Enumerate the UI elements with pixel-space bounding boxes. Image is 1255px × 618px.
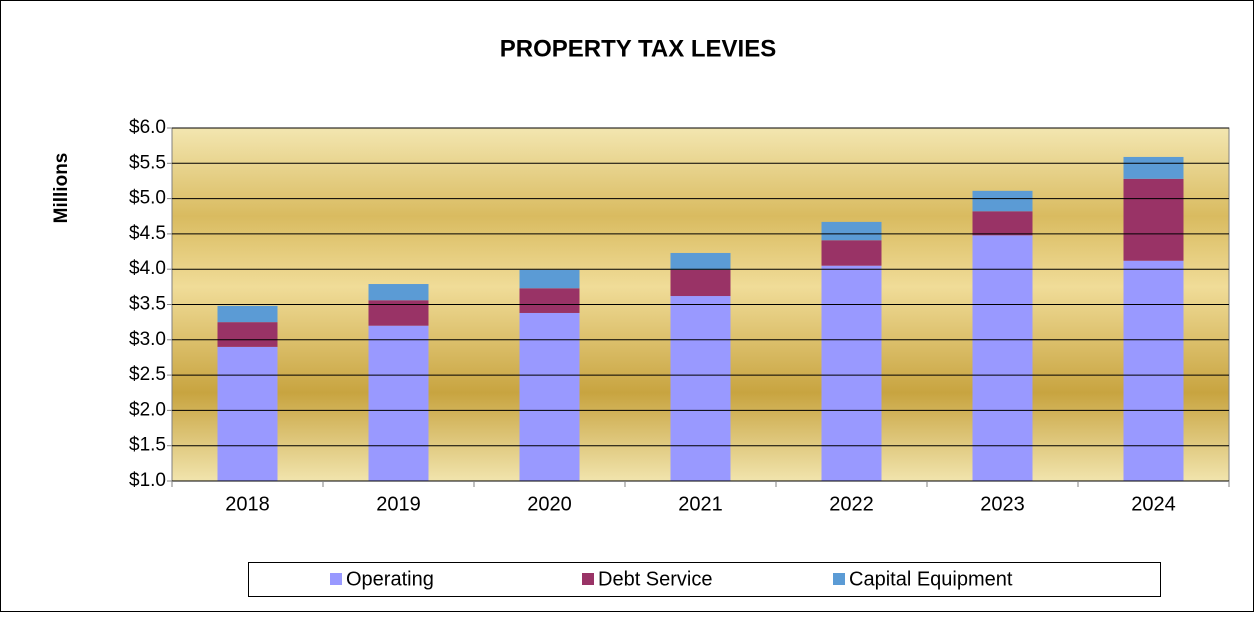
- chart-title: PROPERTY TAX LEVIES: [500, 35, 777, 62]
- y-tick-label: $1.0: [129, 470, 166, 491]
- x-tick-label: 2021: [678, 493, 723, 515]
- bar-segment: [519, 269, 580, 289]
- legend-swatch: [833, 573, 845, 585]
- legend-label: Debt Service: [598, 568, 713, 590]
- x-tick-label: 2024: [1131, 493, 1176, 515]
- bar-segment: [1123, 260, 1184, 481]
- bar-segment: [368, 284, 429, 301]
- x-tick-label: 2020: [527, 493, 572, 515]
- x-tick-label: 2023: [980, 493, 1025, 515]
- y-tick-label: $2.0: [129, 399, 166, 420]
- y-tick-label: $4.0: [129, 258, 166, 279]
- y-tick-label: $2.5: [129, 364, 166, 385]
- x-tick-label: 2019: [376, 493, 421, 515]
- bar-segment: [519, 288, 580, 313]
- y-tick-label: $1.5: [129, 435, 166, 456]
- bar-segment: [821, 221, 882, 241]
- legend-label: Operating: [346, 568, 434, 590]
- y-tick-label: $3.0: [129, 329, 166, 350]
- y-axis-label: Millions: [51, 153, 72, 224]
- bar-segment: [670, 269, 731, 297]
- y-tick-label: $5.5: [129, 152, 166, 173]
- bar-segment: [217, 322, 278, 347]
- bar-segment: [821, 240, 882, 266]
- bar-segment: [217, 305, 278, 323]
- bar-segment: [972, 235, 1033, 481]
- bar-segment: [670, 296, 731, 481]
- legend: [248, 562, 1161, 597]
- bar-segment: [1123, 178, 1184, 261]
- bar-segment: [519, 312, 580, 481]
- bar-segment: [1123, 156, 1184, 179]
- bar-segment: [972, 211, 1033, 236]
- bar-segment: [972, 190, 1033, 212]
- bars: [217, 156, 1184, 481]
- legend-swatch: [582, 573, 594, 585]
- bar-segment: [821, 265, 882, 481]
- y-tick-label: $5.0: [129, 188, 166, 209]
- y-tick-label: $3.5: [129, 294, 166, 315]
- y-tick-label: $4.5: [129, 223, 166, 244]
- legend-label: Capital Equipment: [849, 568, 1013, 590]
- bar-segment: [670, 252, 731, 270]
- legend-swatch: [330, 573, 342, 585]
- x-tick-label: 2018: [225, 493, 270, 515]
- y-tick-label: $6.0: [129, 117, 166, 138]
- bar-segment: [217, 346, 278, 481]
- bar-segment: [368, 325, 429, 481]
- x-tick-label: 2022: [829, 493, 874, 515]
